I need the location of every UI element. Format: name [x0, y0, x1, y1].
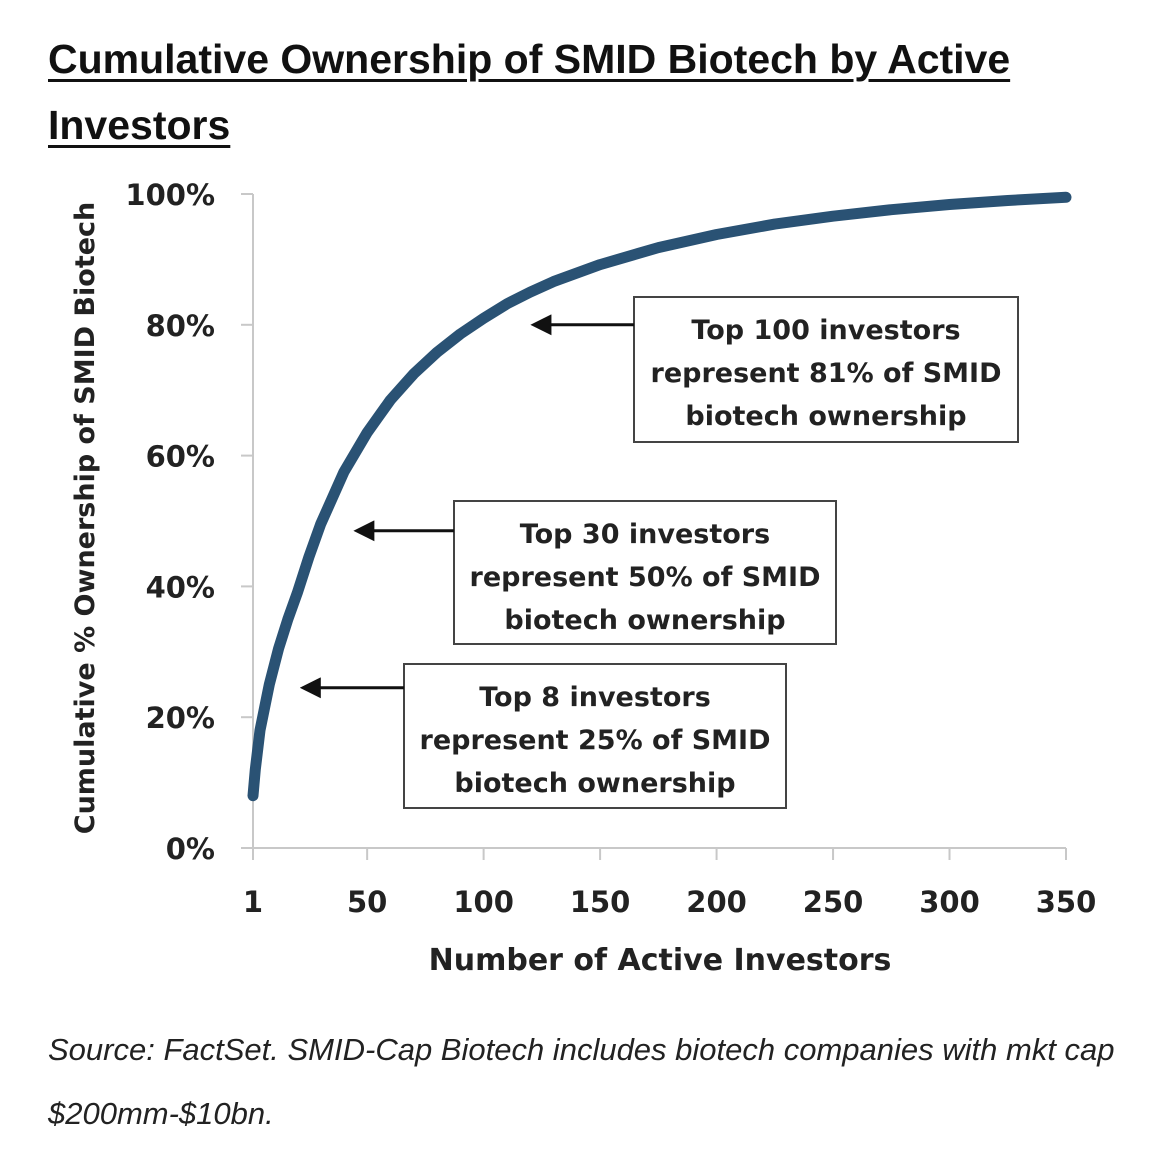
x-tick-label: 200 [686, 885, 747, 919]
annotation-text: Top 30 investors [520, 519, 770, 550]
annotation-text: represent 81% of SMID [651, 358, 1002, 389]
y-tick-label: 20% [146, 701, 215, 735]
annotation-text: biotech ownership [685, 401, 966, 432]
x-tick-label: 300 [919, 885, 980, 919]
chart-annotations: Top 100 investors represent 81% of SMID bi… [299, 296, 1019, 809]
annotation-text: biotech ownership [504, 605, 785, 636]
y-tick-label: 100% [125, 178, 215, 212]
chart-ticks: 0%20%40%60%80%100%1 50 100 150 200 250 300 350 [125, 178, 1096, 919]
x-axis-label: Number of Active Investors [429, 943, 892, 978]
chart-series [247, 191, 1072, 802]
x-tick-label: 100 [453, 885, 514, 919]
chart-axes [252, 194, 1066, 849]
annotation-box [453, 500, 837, 645]
annotation-text: Top 8 investors [479, 682, 711, 713]
y-tick-label: 60% [146, 440, 215, 474]
annotation-text: Top 100 investors [691, 315, 960, 346]
annotation-text: represent 50% of SMID [470, 562, 821, 593]
x-tick-label: 1 [243, 885, 263, 919]
source-note: Source: FactSet. SMID-Cap Biotech includ… [48, 1032, 1115, 1131]
series-line [247, 191, 1072, 802]
annotation-callout: Top 30 investors represent 50% of SMID bio… [353, 500, 837, 645]
annotation-text: biotech ownership [454, 768, 735, 799]
annotation-callout: Top 8 investors represent 25% of SMID biot… [299, 663, 787, 809]
y-tick-label: 40% [146, 570, 215, 604]
x-tick-label: 50 [347, 885, 387, 919]
annotation-box [633, 296, 1019, 443]
y-tick-label: 0% [166, 832, 215, 866]
y-tick-label: 80% [146, 309, 215, 343]
x-tick-label: 150 [570, 885, 631, 919]
annotation-callout: Top 100 investors represent 81% of SMID bi… [530, 296, 1019, 443]
annotation-text: represent 25% of SMID [420, 725, 771, 756]
x-tick-label: 250 [803, 885, 864, 919]
x-tick-label: 350 [1036, 885, 1097, 919]
annotation-box [403, 663, 787, 809]
y-axis-label: Cumulative % Ownership of SMID Biotech [70, 202, 101, 835]
ownership-line-chart: 0%20%40%60%80%100%1 50 100 150 200 250 300 350 … [70, 178, 1096, 978]
page-title: Cumulative Ownership of SMID Biotech by … [48, 36, 1011, 148]
